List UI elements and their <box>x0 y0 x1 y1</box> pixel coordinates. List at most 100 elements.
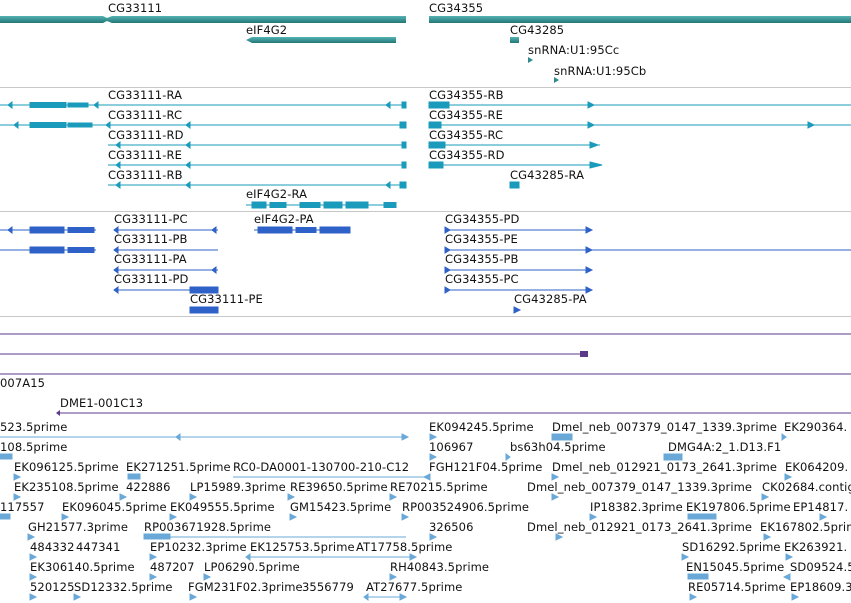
clone-label[interactable]: 007A15 <box>0 376 46 390</box>
est-label[interactable]: 326506 <box>429 520 474 534</box>
gene-bar-cg33111[interactable] <box>0 16 110 23</box>
est-label[interactable]: EK235108.5prime <box>14 480 119 494</box>
est-label[interactable]: Dmel_neb_012921_0173_2641.3prime <box>527 520 753 534</box>
mrna-label[interactable]: CG34355-RE <box>429 108 503 122</box>
mrna-label[interactable]: eIF4G2-RA <box>246 187 308 201</box>
gene-label-snrna-95cc[interactable]: snRNA:U1:95Cc <box>528 43 620 57</box>
est-label[interactable]: 447341 <box>76 540 121 554</box>
est-label[interactable]: EK197806.5prime <box>686 500 791 514</box>
mrna-label[interactable]: CG33111-RB <box>108 168 183 182</box>
gene-bar-snrna-95cb[interactable] <box>554 77 559 83</box>
est-label[interactable]: EP18609.3 <box>790 580 851 594</box>
est-label[interactable]: Dmel_neb_007379_0147_1339.3prime <box>527 480 753 494</box>
mrna-cg34355-rc[interactable] <box>428 141 600 149</box>
protein-cg34355-pb[interactable] <box>444 266 594 274</box>
est-label[interactable]: FGH121F04.5prime <box>429 460 543 474</box>
est-label[interactable]: EN15045.5prime <box>686 560 785 574</box>
est-label[interactable]: 117557 <box>0 500 45 514</box>
est-label[interactable]: LP06290.5prime <box>204 560 300 574</box>
mrna-cg34355-re[interactable] <box>428 121 851 129</box>
est-label[interactable]: EK271251.5prime <box>126 460 231 474</box>
est-label[interactable]: LP15989.3prime <box>190 480 286 494</box>
est-label[interactable]: EP10232.3prime <box>150 540 247 554</box>
est-label[interactable]: bs63h04.5prime <box>510 440 606 454</box>
protein-eif4g2-pa[interactable] <box>254 226 351 234</box>
mrna-cg33111-ra[interactable] <box>0 101 407 109</box>
mrna-label[interactable]: CG33111-RE <box>108 148 182 162</box>
est-label[interactable]: SD12332.5prime <box>74 580 173 594</box>
protein-cg43285-pa[interactable] <box>513 306 522 314</box>
mrna-cg34355-rd[interactable] <box>428 161 603 169</box>
est-label[interactable]: EK064209. <box>785 460 849 474</box>
protein-cg34355-pc[interactable] <box>444 286 594 294</box>
est-label[interactable]: RE05714.5prime <box>688 580 786 594</box>
mrna-label[interactable]: CG34355-RD <box>429 148 505 162</box>
est-label[interactable]: 3556779 <box>302 580 354 594</box>
protein-cg33111-pb[interactable] <box>0 246 218 254</box>
est-label[interactable]: 422886 <box>126 480 171 494</box>
mrna-cg43285-ra[interactable] <box>509 181 520 189</box>
est-label[interactable]: EK125753.5prime <box>250 540 355 554</box>
est-label[interactable]: RE39650.5prime <box>290 480 388 494</box>
est-label[interactable]: EK263921. <box>784 540 848 554</box>
mrna-cg34355-rb[interactable] <box>428 101 851 109</box>
mrna-eif4g2-ra[interactable] <box>246 201 397 209</box>
est-label[interactable]: AT17758.5prime <box>356 540 453 554</box>
est-label[interactable]: RP003524906.5prime <box>402 500 530 514</box>
est-label[interactable]: 108.5prime <box>0 440 68 454</box>
mrna-label[interactable]: CG43285-RA <box>510 168 585 182</box>
mrna-label[interactable]: CG33111-RC <box>108 108 183 122</box>
protein-cg33111-pe[interactable] <box>189 306 219 314</box>
est-label[interactable]: EK096125.5prime <box>14 460 119 474</box>
gene-label-cg33111[interactable]: CG33111 <box>108 1 163 15</box>
est-label[interactable]: SD09524.5 <box>790 560 851 574</box>
protein-label[interactable]: CG33111-PA <box>114 252 187 266</box>
protein-cg33111-pa[interactable] <box>113 266 218 274</box>
est-label[interactable]: SD16292.5prime <box>682 540 781 554</box>
est-label[interactable]: EK306140.5prime <box>30 560 135 574</box>
est-label[interactable]: GH21577.3prime <box>28 520 129 534</box>
gene-label-cg43285[interactable]: CG43285 <box>510 23 565 37</box>
mrna-cg33111-rd[interactable] <box>108 141 407 149</box>
mrna-cg33111-rb[interactable] <box>108 181 407 189</box>
gene-bar-cg43285[interactable] <box>510 37 519 43</box>
est-label[interactable]: RE70215.5prime <box>390 480 488 494</box>
est-label[interactable]: EK290364. <box>784 420 848 434</box>
mrna-label[interactable]: CG34355-RB <box>429 88 504 102</box>
protein-label[interactable]: CG43285-PA <box>514 292 587 306</box>
est-label[interactable]: Dmel_neb_007379_0147_1339.3prime <box>552 420 778 434</box>
est-label[interactable]: CK02684.contig <box>762 480 851 494</box>
est-label[interactable]: 106967 <box>429 440 474 454</box>
protein-label[interactable]: CG33111-PE <box>190 292 263 306</box>
est-label[interactable]: Dmel_neb_012921_0173_2641.3prime <box>552 460 778 474</box>
est-label[interactable]: RH40843.5prime <box>390 560 490 574</box>
mrna-cg33111-re[interactable] <box>108 161 407 169</box>
est-label[interactable]: EP14817. <box>793 500 849 514</box>
est-label[interactable]: IP18382.3prime <box>590 500 683 514</box>
gene-label-eif4g2[interactable]: eIF4G2 <box>246 23 288 37</box>
est-label[interactable]: AT27677.5prime <box>366 580 463 594</box>
mrna-label[interactable]: CG34355-RC <box>429 128 504 142</box>
protein-label[interactable]: CG34355-PE <box>445 232 518 246</box>
clone-label[interactable]: DME1-001C13 <box>60 396 144 410</box>
gene-label-snrna-95cb[interactable]: snRNA:U1:95Cb <box>554 64 647 78</box>
mrna-label[interactable]: CG33111-RD <box>108 128 184 142</box>
est-label[interactable]: FGM231F02.3prime <box>188 580 303 594</box>
protein-cg34355-pd[interactable] <box>444 226 594 234</box>
est-label[interactable]: GM15423.5prime <box>290 500 392 514</box>
gene-bar-eif4g2[interactable] <box>246 37 396 43</box>
mrna-cg33111-rc[interactable] <box>0 121 407 129</box>
protein-label[interactable]: CG33111-PC <box>114 212 188 226</box>
protein-label[interactable]: CG34355-PD <box>445 212 520 226</box>
est-label[interactable]: EK049555.5prime <box>170 500 275 514</box>
protein-cg33111-pd[interactable] <box>113 286 219 294</box>
est-label[interactable]: 487207 <box>150 560 195 574</box>
est-label[interactable]: EK096045.5prime <box>62 500 167 514</box>
gene-label-cg34355[interactable]: CG34355 <box>429 1 484 15</box>
est-label[interactable]: 520125 <box>30 580 75 594</box>
protein-label[interactable]: CG34355-PC <box>445 272 519 286</box>
gene-bar-snrna-95cc[interactable] <box>528 57 533 63</box>
protein-cg33111-pc[interactable] <box>0 226 218 234</box>
protein-label[interactable]: CG34355-PB <box>445 252 519 266</box>
mrna-label[interactable]: CG33111-RA <box>108 88 183 102</box>
